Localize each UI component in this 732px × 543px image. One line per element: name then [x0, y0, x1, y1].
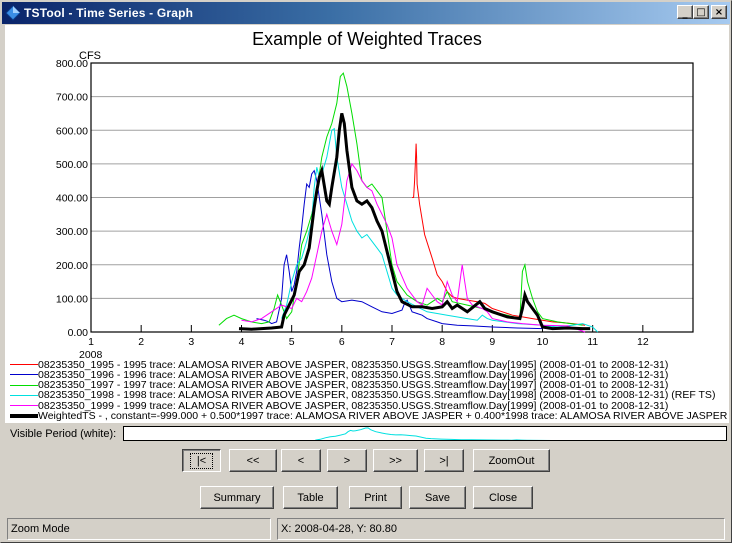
x-tick-label: 11 [587, 336, 598, 348]
legend-item: 08235350_1996 - 1996 trace: ALAMOSA RIVE… [5, 368, 669, 381]
save-button[interactable]: Save [409, 486, 466, 509]
status-mode: Zoom Mode [7, 518, 271, 540]
y-tick-label: 700.00 [56, 92, 88, 104]
legend-item: 08235350_1995 - 1995 trace: ALAMOSA RIVE… [5, 358, 669, 371]
graph-canvas[interactable]: Example of Weighted Traces CFS 0.00 100.00 2… [5, 25, 729, 423]
last-period-button-label: >| [439, 454, 449, 467]
legend-label: 08235350_1998 - 1998 trace: ALAMOSA RIVE… [38, 389, 716, 402]
print-button[interactable]: Print [349, 486, 402, 509]
back-page-button[interactable]: << [229, 449, 277, 472]
y-tick-label: 500.00 [56, 159, 88, 171]
reference-trace-line [315, 427, 618, 440]
legend-item: 08235350_1997 - 1997 trace: ALAMOSA RIVE… [5, 379, 669, 392]
visible-period-row: Visible Period (white): [5, 425, 729, 443]
forward-step-button[interactable]: > [327, 449, 367, 472]
minimize-button[interactable]: _ [677, 5, 693, 19]
first-period-button-label: |< [189, 452, 214, 469]
legend-swatch [10, 414, 38, 418]
legend-swatch [10, 384, 38, 386]
legend-label: 08235350_1997 - 1997 trace: ALAMOSA RIVE… [38, 379, 669, 392]
x-tick-label: 4 [239, 336, 245, 348]
summary-button-label: Summary [213, 491, 261, 504]
x-year-label: 2008 [79, 349, 103, 359]
close-icon: × [714, 6, 724, 18]
summary-button[interactable]: Summary [200, 486, 274, 509]
table-button-label: Table [297, 491, 324, 504]
y-tick-label: 200.00 [56, 260, 88, 272]
visible-period-reference-graph[interactable] [123, 426, 727, 441]
back-step-button-label: < [297, 454, 305, 467]
first-period-button[interactable]: |< [182, 449, 221, 472]
maximize-icon: □ [696, 6, 706, 18]
zoom-out-button[interactable]: ZoomOut [473, 449, 550, 472]
y-tick-label: 100.00 [56, 293, 88, 305]
legend-swatch [10, 364, 38, 365]
close-button[interactable]: Close [473, 486, 533, 509]
close-button-label: Close [488, 491, 518, 504]
legend-label: 08235350_1996 - 1996 trace: ALAMOSA RIVE… [38, 368, 669, 381]
reference-trace-preview [315, 427, 618, 440]
y-tick-label: 0.00 [68, 327, 89, 339]
title-bar[interactable]: TSTool - Time Series - Graph _ □ × [2, 2, 730, 24]
legend-item: WeightedTS - , constant=-999.000 + 0.500… [5, 410, 728, 422]
legend-label: 08235350_1999 - 1999 trace: ALAMOSA RIVE… [38, 399, 669, 412]
visible-period-label: Visible Period (white): [10, 428, 117, 440]
legend-item: 08235350_1999 - 1999 trace: ALAMOSA RIVE… [5, 399, 669, 412]
window-title: TSTool - Time Series - Graph [24, 6, 194, 20]
status-coordinates: X: 2008-04-28, Y: 80.80 [277, 518, 725, 540]
maximize-button[interactable]: □ [693, 5, 709, 19]
x-tick-label: 10 [537, 336, 549, 348]
minimize-icon: _ [682, 7, 688, 19]
series-line-3 [281, 127, 599, 333]
last-period-button[interactable]: >| [424, 449, 464, 472]
x-tick-label: 12 [637, 336, 649, 348]
y-tick-label: 300.00 [56, 226, 88, 238]
y-tick-label: 600.00 [56, 125, 88, 137]
legend-swatch [10, 394, 38, 396]
tstool-diamond-icon [5, 5, 21, 21]
x-tick-label: 3 [188, 336, 194, 348]
series-line-2 [218, 72, 583, 326]
x-tick-label: 1 [88, 336, 94, 348]
x-tick-label: 7 [389, 336, 395, 348]
close-window-button[interactable]: × [711, 5, 727, 19]
forward-page-button-label: >> [389, 454, 402, 467]
y-tick-label: 800.00 [56, 58, 88, 70]
series-line-5 [238, 113, 591, 331]
save-button-label: Save [424, 491, 451, 504]
x-tick-label: 9 [489, 336, 495, 348]
forward-page-button[interactable]: >> [373, 449, 418, 472]
x-tick-label: 5 [289, 336, 295, 348]
back-page-button-label: << [246, 454, 260, 467]
y-axis-units-label: CFS [79, 50, 101, 62]
print-button-label: Print [364, 491, 387, 504]
legend-label: WeightedTS - , constant=-999.000 + 0.500… [38, 410, 728, 422]
zoom-out-button-label: ZoomOut [488, 454, 535, 467]
series-line-1 [256, 169, 543, 330]
x-tick-label: 2 [138, 336, 144, 348]
y-tick-label: 400.00 [56, 193, 88, 205]
legend-item: 08235350_1998 - 1998 trace: ALAMOSA RIVE… [5, 389, 716, 402]
table-button[interactable]: Table [283, 486, 338, 509]
x-tick-label: 8 [439, 336, 445, 348]
back-step-button[interactable]: < [281, 449, 321, 472]
forward-step-button-label: > [343, 454, 351, 467]
x-tick-label: 6 [339, 336, 345, 348]
legend-swatch [10, 405, 38, 407]
graph-legend: 08235350_1995 - 1995 trace: ALAMOSA RIVE… [5, 359, 729, 423]
series-line-4 [241, 162, 586, 333]
legend-swatch [10, 374, 38, 376]
time-series-chart[interactable]: Example of Weighted Traces CFS 0.00 100.00 2… [5, 25, 729, 359]
legend-label: 08235350_1995 - 1995 trace: ALAMOSA RIVE… [38, 358, 669, 371]
chart-title: Example of Weighted Traces [252, 29, 482, 49]
